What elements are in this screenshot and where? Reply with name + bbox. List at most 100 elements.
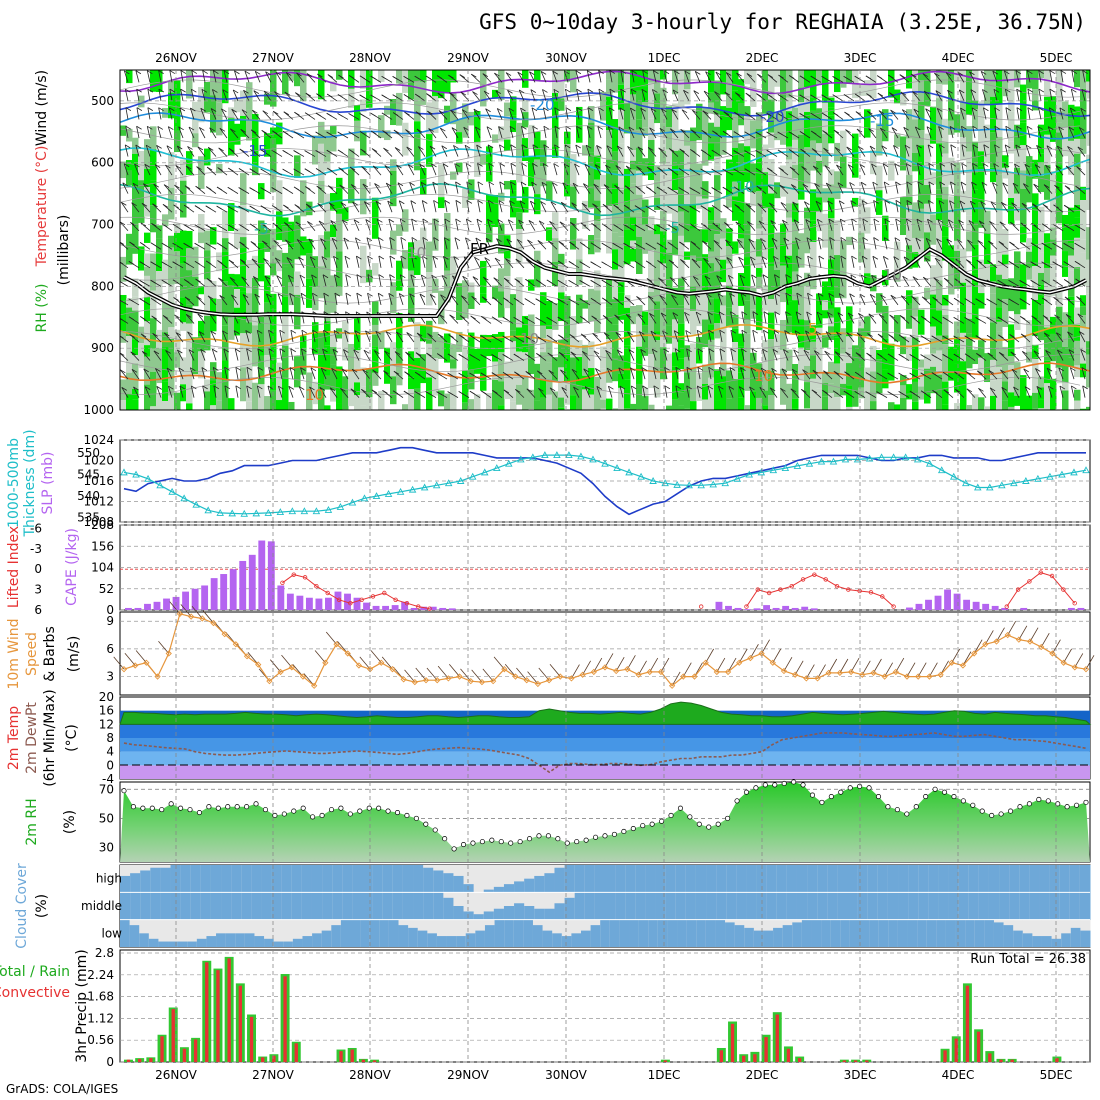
- rh-cell: [678, 175, 685, 212]
- rh-cell: [402, 250, 409, 269]
- wind-barb-flag: [747, 221, 753, 225]
- wind-barb: [433, 218, 437, 231]
- rh-cell: [1020, 84, 1027, 123]
- wind-barb-flag: [663, 70, 670, 75]
- wind-barb-flag: [909, 390, 916, 395]
- rh-cell: [774, 112, 781, 141]
- top-date-label: 1DEC: [648, 51, 681, 65]
- wind-barb: [998, 352, 1009, 361]
- wind-barb-flag: [598, 88, 605, 93]
- rh-cell: [156, 225, 163, 239]
- rh-cell: [1038, 175, 1045, 193]
- rh-cell: [942, 142, 949, 154]
- wind-barb-flag: [1027, 88, 1034, 93]
- rh-cell: [144, 384, 151, 410]
- wind-barb-flag: [736, 72, 742, 77]
- wind-barb-flag: [558, 334, 564, 339]
- wind-barb: [120, 261, 129, 269]
- wind-barb-flag: [867, 110, 873, 115]
- wind-barb: [1082, 70, 1086, 83]
- wind-barb: [825, 331, 833, 343]
- rh-cell: [306, 239, 313, 254]
- wind-barb-flag: [942, 371, 949, 376]
- wind-barb-flag: [851, 255, 857, 260]
- wind-barb: [536, 370, 547, 380]
- rh-cell: [174, 392, 181, 410]
- contour-label: 10: [520, 330, 539, 348]
- wind-barb: [197, 146, 206, 157]
- rh-cell: [900, 136, 907, 171]
- wind-barb-flag: [587, 107, 594, 111]
- cape-bar: [420, 606, 428, 610]
- wind-barb: [815, 331, 822, 343]
- wind-barb-flag: [132, 182, 139, 187]
- wind-barb: [653, 70, 657, 83]
- wind-barb: [637, 313, 646, 324]
- wind-barb: [828, 219, 833, 231]
- wind-barb: [851, 237, 855, 250]
- cape-bar: [201, 585, 209, 610]
- thickness-marker: [144, 474, 152, 482]
- wind-barb: [407, 164, 415, 176]
- rh-cell: [456, 283, 463, 321]
- rh-cell: [1062, 312, 1069, 347]
- rh-cell: [282, 226, 289, 242]
- wind-barb-flag: [256, 329, 263, 334]
- wind-barb-flag: [627, 146, 633, 150]
- wind-barb-flag: [361, 388, 367, 393]
- wind-barb: [782, 349, 789, 361]
- rh-cell: [762, 208, 769, 222]
- wind-barb-flag: [876, 372, 882, 377]
- rh-cell: [258, 316, 265, 347]
- wind-barb: [1047, 126, 1053, 139]
- wind-barb: [686, 367, 690, 380]
- wind-barb-flag: [546, 334, 553, 339]
- wind-barb: [950, 163, 954, 176]
- rh-cell: [828, 115, 835, 134]
- wind-barb-flag: [499, 144, 505, 149]
- rh-cell: [144, 187, 151, 217]
- thickness-marker: [913, 455, 922, 463]
- wind-barb: [691, 258, 701, 269]
- rh-cell: [708, 298, 715, 311]
- li-marker: [766, 590, 772, 596]
- wind-barb-flag: [1013, 386, 1019, 391]
- wind-barb-flag: [471, 73, 477, 78]
- rh-cell: [1050, 316, 1057, 334]
- rh-cell: [954, 321, 961, 337]
- wind-barb-flag: [239, 148, 245, 153]
- wind-barb: [934, 72, 943, 83]
- wind-barb: [497, 219, 503, 231]
- wind-barb-flag: [587, 125, 593, 130]
- wind-barb-flag: [396, 331, 402, 336]
- wind-barb: [719, 348, 723, 361]
- wind-barb-flag: [359, 113, 365, 117]
- rh-cell: [1068, 296, 1075, 327]
- wind-barb-flag: [497, 108, 503, 112]
- wind-barb-flag: [902, 275, 908, 280]
- wind-barb-flag: [618, 367, 624, 372]
- wind-barb: [221, 108, 228, 120]
- wind-barb-flag: [975, 317, 981, 321]
- wind-barb-flag: [165, 164, 171, 169]
- rh-cell: [738, 191, 745, 212]
- rh-cell: [336, 177, 343, 214]
- wind-barb-flag: [873, 237, 879, 241]
- wind-barb: [651, 349, 657, 361]
- rh-cell: [354, 105, 361, 121]
- wind-barb: [1078, 127, 1086, 139]
- rh-cell: [144, 321, 151, 346]
- wind-barb: [587, 89, 591, 101]
- wind-barb-flag: [949, 126, 956, 130]
- rh-cell: [276, 180, 283, 212]
- wind-barb: [716, 275, 723, 287]
- wind-barb-flag: [719, 329, 726, 334]
- rh-cell: [834, 70, 841, 93]
- wind-barb: [936, 108, 943, 120]
- wind-barb-flag: [184, 204, 190, 209]
- wind-barb-flag: [982, 163, 989, 167]
- wind-barb-flag: [861, 181, 867, 186]
- wind-barb-flag: [576, 125, 582, 130]
- wind-barb-flag: [823, 370, 829, 375]
- wind-barb-flag: [460, 91, 467, 96]
